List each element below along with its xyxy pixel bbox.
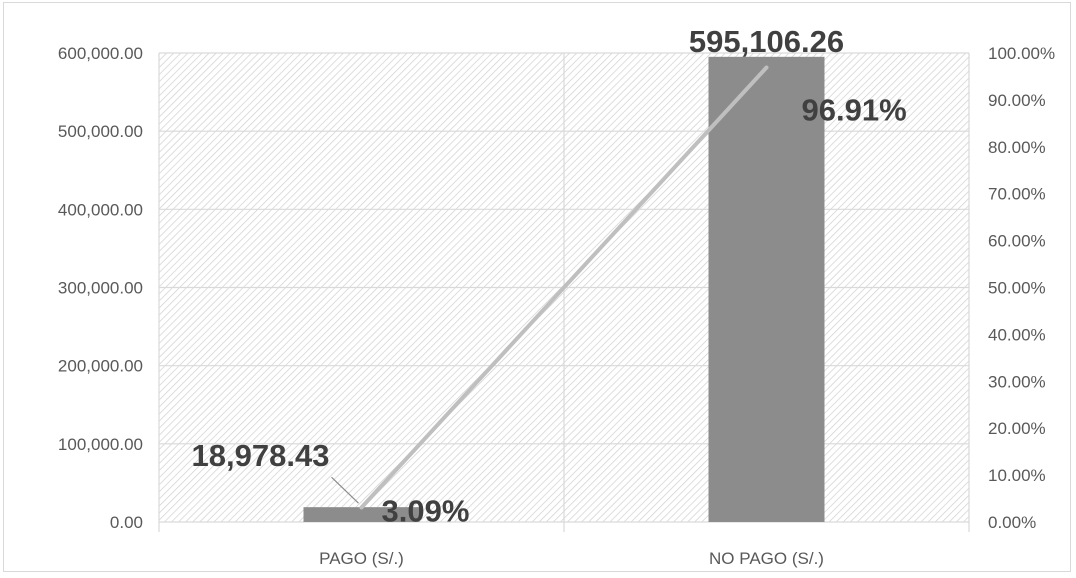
right-axis-tick-label: 70.00%: [988, 185, 1046, 204]
right-axis-tick-label: 90.00%: [988, 91, 1046, 110]
bar-data-label: 595,106.26: [689, 24, 844, 59]
right-axis-tick-label: 40.00%: [988, 325, 1046, 344]
chart-svg: 0.00 100,000.00 200,000.00 300,000.00 400,00…: [58, 24, 1055, 568]
left-axis-tick-label: 0.00: [110, 513, 143, 532]
line-data-label: 3.09%: [382, 494, 470, 529]
percentage-line: [360, 66, 768, 509]
category-label: PAGO (S/.): [319, 549, 404, 568]
right-axis-tick-label: 20.00%: [988, 419, 1046, 438]
right-axis-tick-label: 10.00%: [988, 466, 1046, 485]
left-axis-tick-label: 400,000.00: [58, 200, 143, 219]
left-axis-tick-label: 100,000.00: [58, 435, 143, 454]
chart-frame: 0.00 100,000.00 200,000.00 300,000.00 400,00…: [3, 2, 1071, 572]
leader-line: [331, 476, 359, 504]
right-axis-tick-label: 50.00%: [988, 279, 1046, 298]
category-label: NO PAGO (S/.): [709, 549, 824, 568]
bar-pago: [303, 507, 420, 522]
left-axis-tick-label: 200,000.00: [58, 357, 143, 376]
bar-data-label: 18,978.43: [192, 438, 330, 473]
percentage-point: [764, 65, 769, 70]
bar-no-pago: [708, 56, 825, 523]
left-axis-tick-label: 500,000.00: [58, 122, 143, 141]
line-data-label: 96.91%: [802, 92, 907, 127]
right-axis-tick-label: 0.00%: [988, 513, 1036, 532]
left-axis-tick-label: 300,000.00: [58, 279, 143, 298]
right-axis-tick-label: 60.00%: [988, 232, 1046, 251]
right-axis-tick-label: 80.00%: [988, 138, 1046, 157]
leader-line: [767, 71, 797, 110]
right-axis-tick-label: 30.00%: [988, 372, 1046, 391]
percentage-point: [359, 505, 364, 510]
left-axis-tick-label: 600,000.00: [58, 44, 143, 63]
right-axis-tick-label: 100.00%: [988, 44, 1055, 63]
